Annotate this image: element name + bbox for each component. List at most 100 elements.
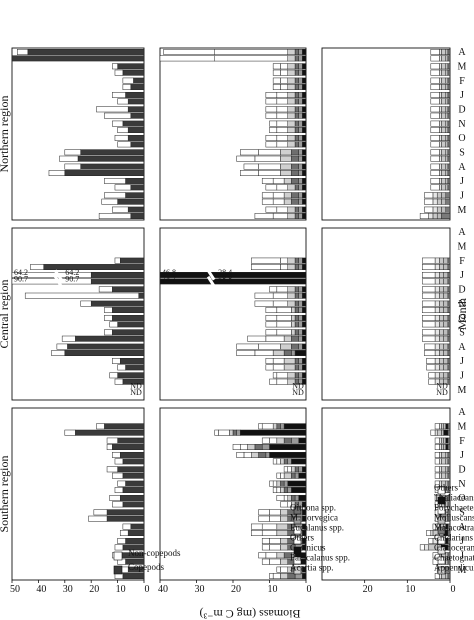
bar-segment (90, 272, 145, 278)
bar-segment (434, 329, 440, 336)
bar-segment (291, 155, 299, 162)
nd-label: ND (292, 388, 304, 397)
bar-segment (291, 178, 299, 184)
rotated-figure: Southern region Central region Northern re… (0, 47, 474, 620)
month-label: N (458, 119, 465, 130)
bar-segment (302, 315, 307, 321)
bar-segment (441, 149, 446, 156)
bar-segment (254, 300, 274, 307)
bar-segment (441, 92, 446, 98)
bar-segment (294, 300, 299, 307)
month-label: O (458, 133, 465, 144)
bar-segment (280, 487, 285, 493)
bar-segment (254, 155, 281, 162)
bar-segment (287, 300, 296, 307)
bar-segment (294, 350, 307, 356)
axis-break (206, 275, 216, 287)
bar-segment (122, 487, 145, 493)
bar-segment (428, 372, 436, 379)
bar-segment (125, 92, 145, 98)
bar-segment (258, 170, 281, 176)
bar-segment (447, 184, 451, 191)
bar-segment (298, 300, 303, 307)
break-value: 74.7 (162, 274, 176, 283)
nd-label: ND (436, 388, 448, 397)
bar-segment (114, 544, 124, 551)
bar-segment (276, 378, 288, 385)
bar-segment (447, 141, 451, 148)
y-tick-label: 30 (63, 584, 73, 595)
panel-frame (11, 47, 145, 221)
bar-segment (430, 530, 434, 536)
month-label: M (458, 205, 467, 216)
bar-segment (445, 178, 449, 184)
month-label: S (459, 328, 465, 339)
bar-segment (439, 184, 442, 191)
bar-segment (101, 198, 118, 205)
bar-segment (443, 315, 449, 321)
bar-segment (112, 452, 121, 458)
bar-segment (298, 127, 303, 133)
bar-segment (280, 69, 289, 76)
bar-segment (424, 198, 434, 205)
bar-segment (298, 315, 303, 321)
bar-segment (125, 538, 145, 544)
bar-segment (428, 378, 436, 385)
bar-segment (294, 206, 299, 213)
bar-segment (436, 192, 442, 199)
bar-segment (445, 206, 451, 213)
bar-segment (122, 472, 145, 479)
bar-segment (59, 155, 79, 162)
month-label: N (458, 479, 465, 490)
bar-segment (445, 472, 449, 479)
bar-segment (287, 127, 296, 133)
bar-segment (11, 278, 92, 285)
region-title: Southern region (0, 456, 11, 533)
bar-segment (280, 77, 289, 84)
bar-segment (434, 286, 440, 293)
legend-swatch (113, 565, 123, 575)
bar-segment (447, 378, 451, 385)
bar-segment (430, 120, 440, 127)
legend-label: Cladocerans (434, 543, 474, 553)
bar-segment (287, 55, 296, 62)
bar-segment (439, 272, 444, 278)
bar-segment (302, 307, 307, 313)
legend-swatch (437, 566, 446, 575)
bar-segment (122, 458, 145, 465)
bar-segment (298, 329, 303, 336)
bar-segment (439, 127, 442, 133)
bar-segment (269, 573, 274, 579)
bar-segment (287, 135, 296, 141)
bar-segment (236, 429, 241, 436)
bar-segment (445, 77, 449, 84)
bar-segment (232, 444, 241, 450)
bar-segment (445, 573, 449, 579)
bar-segment (287, 213, 296, 219)
bar-segment (447, 343, 451, 350)
bar-segment (434, 343, 440, 350)
bar-segment (280, 538, 289, 544)
bar-segment (439, 437, 442, 444)
y-tick-label: 0 (451, 584, 456, 595)
panel-frame (159, 47, 307, 221)
bar-segment (291, 329, 296, 336)
bar-segment (104, 192, 126, 199)
legend-label: Molluscans (434, 513, 474, 523)
bar-segment (294, 63, 299, 70)
bar-segment (294, 106, 299, 113)
bar-segment (51, 350, 66, 356)
bar-segment (280, 558, 289, 565)
bar-segment (439, 452, 442, 458)
bar-segment (447, 264, 451, 270)
bar-segment (130, 184, 145, 191)
break-value: 64.2 (14, 268, 28, 277)
bar-segment (294, 364, 299, 371)
bar-segment (122, 77, 134, 84)
bar-segment (302, 178, 307, 184)
bar-segment (447, 358, 451, 364)
bar-segment (447, 300, 451, 307)
bar-segment (117, 141, 132, 148)
bar-segment (64, 350, 145, 356)
bar-segment (130, 523, 145, 530)
